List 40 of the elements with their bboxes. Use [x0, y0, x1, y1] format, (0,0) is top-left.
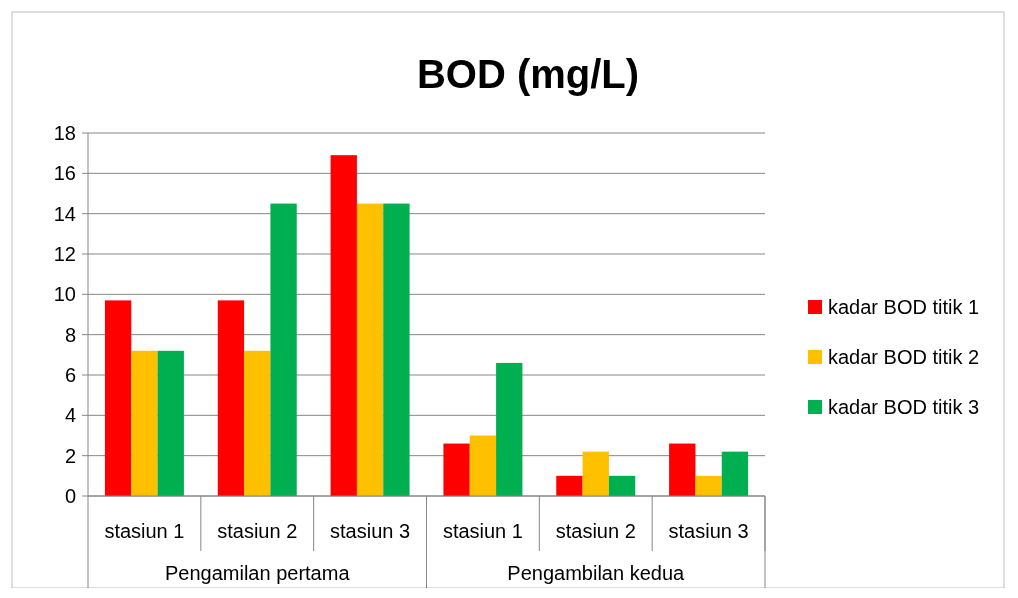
bar	[556, 475, 583, 496]
bar	[496, 362, 523, 496]
x-tick-label: stasiun 1	[442, 520, 523, 542]
bar	[217, 300, 245, 496]
y-tick-label: 18	[53, 122, 76, 144]
bar	[443, 443, 470, 496]
bar	[104, 300, 132, 496]
bar	[356, 203, 384, 496]
y-tick-label: 0	[64, 485, 76, 507]
chart-title: BOD (mg/L)	[416, 52, 640, 96]
bar	[469, 435, 497, 496]
bar	[721, 451, 749, 496]
bar	[383, 203, 410, 496]
legend-label: kadar BOD titik 3	[828, 396, 980, 418]
bar	[131, 350, 158, 496]
x-tick-label: stasiun 2	[555, 520, 636, 542]
y-tick-label: 8	[64, 323, 76, 346]
bar	[270, 203, 297, 496]
text: Pengamilan pertama	[164, 562, 351, 584]
bar	[330, 155, 357, 496]
x-tick-label: stasiun 2	[217, 520, 298, 542]
y-tick-label: 4	[64, 404, 76, 427]
y-tick-label: 10	[53, 283, 76, 306]
legend-label: kadar BOD titik 2	[828, 346, 980, 368]
y-tick-label: 2	[64, 444, 76, 467]
legend-label: kadar BOD titik 1	[828, 296, 980, 318]
bar	[582, 451, 609, 496]
bar	[669, 443, 696, 496]
x-tick-label: stasiun 3	[668, 520, 749, 542]
y-tick-label: 16	[53, 162, 76, 185]
y-tick-label: 14	[53, 202, 76, 225]
bar	[608, 475, 636, 496]
x-tick-label: stasiun 3	[330, 520, 411, 542]
text: Pengambilan kedua	[507, 562, 686, 584]
x-tick-label: stasiun 1	[104, 520, 185, 542]
bar	[244, 350, 271, 496]
y-tick-label: 12	[53, 243, 76, 265]
y-tick-label: 6	[64, 364, 76, 386]
bar	[157, 350, 184, 496]
bar	[695, 475, 722, 496]
